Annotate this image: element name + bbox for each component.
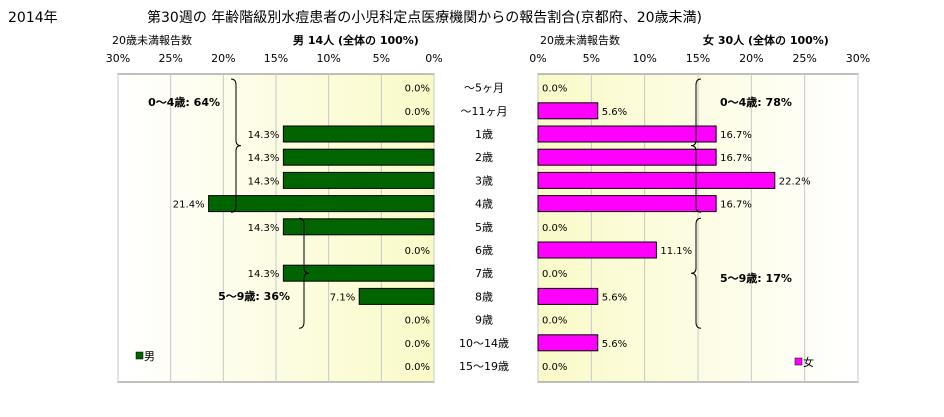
male-panel: 20歳未満報告数 男 14人 (全体の 100%) 30% 25% 20% 15% 10…	[106, 33, 443, 383]
male-value-labels: 0.0% 0.0% 14.3% 14.3% 14.3% 21.4% 14.3% 0.0% 14.…	[173, 84, 430, 373]
male-value-label: 21.4%	[173, 200, 205, 211]
female-axis-title: 20歳未満報告数	[540, 34, 620, 47]
male-value-label: 14.3%	[248, 176, 280, 187]
tick-label: 15%	[264, 52, 288, 65]
male-bar	[282, 125, 435, 143]
male-value-label: 0.0%	[405, 339, 430, 350]
age-category-label: 15～19歳	[459, 360, 509, 373]
tick-label: 10%	[632, 52, 656, 65]
age-category-label: 2歳	[475, 151, 493, 164]
tick-label: 15%	[686, 52, 710, 65]
female-value-label: 0.0%	[542, 269, 567, 280]
female-bar	[537, 102, 599, 120]
age-category-label: 1歳	[475, 128, 493, 141]
age-category-label: 3歳	[475, 174, 493, 187]
male-value-label: 0.0%	[405, 246, 430, 257]
female-bar	[537, 125, 717, 143]
female-value-label: 16.7%	[720, 153, 752, 164]
age-category-labels: ～5ヶ月 ～11ヶ月 1歳 2歳 3歳 4歳 5歳 6歳 7歳 8歳 9歳 10～14歳 15～19歳	[459, 82, 509, 373]
female-value-label: 0.0%	[542, 316, 567, 327]
age-category-label: 7歳	[475, 267, 493, 280]
female-value-label: 11.1%	[660, 246, 692, 257]
female-value-label: 0.0%	[542, 223, 567, 234]
female-value-label: 0.0%	[542, 362, 567, 373]
male-axis-title: 20歳未満報告数	[112, 34, 192, 47]
female-value-label: 16.7%	[720, 200, 752, 211]
age-category-label: ～11ヶ月	[461, 105, 508, 118]
female-group-annotations: 0～4歳: 78% 5～9歳: 17%	[690, 78, 792, 329]
male-value-label: 0.0%	[405, 362, 430, 373]
female-value-label: 22.2%	[779, 176, 811, 187]
male-legend-swatch	[135, 351, 144, 360]
male-group-annotations: 0～4歳: 64% 5～9歳: 36%	[148, 78, 310, 329]
tick-label: 20%	[739, 52, 763, 65]
female-bar	[537, 334, 599, 352]
male-value-label: 14.3%	[248, 223, 280, 234]
male-summary: 男 14人 (全体の 100%)	[293, 33, 419, 47]
female-bar	[537, 148, 717, 166]
female-group-label: 0～4歳: 78%	[720, 95, 792, 109]
age-category-label: 10～14歳	[459, 337, 509, 350]
tick-label: 5%	[373, 52, 390, 65]
female-tick-labels: 0% 5% 10% 15% 20% 25% 30%	[529, 52, 870, 65]
female-bar	[537, 195, 717, 213]
year-label: 2014年	[8, 10, 58, 26]
male-value-label: 14.3%	[248, 269, 280, 280]
male-tick-labels: 30% 25% 20% 15% 10% 5% 0%	[106, 52, 443, 65]
male-bar	[282, 218, 435, 236]
female-group-brace	[690, 217, 702, 329]
female-value-label: 5.6%	[602, 339, 627, 350]
male-group-label: 5～9歳: 36%	[218, 289, 290, 303]
female-bar	[537, 171, 776, 189]
female-value-label: 0.0%	[542, 84, 567, 95]
tick-label: 5%	[583, 52, 600, 65]
female-value-label: 5.6%	[602, 107, 627, 118]
female-value-label: 5.6%	[602, 292, 627, 303]
male-group-brace	[298, 217, 310, 329]
female-value-label: 16.7%	[720, 130, 752, 141]
male-group-brace	[230, 78, 242, 213]
male-bars	[208, 125, 435, 305]
tick-label: 25%	[792, 52, 816, 65]
age-category-label: 5歳	[475, 221, 493, 234]
male-legend-label: 男	[144, 350, 155, 363]
male-value-label: 0.0%	[405, 84, 430, 95]
male-bar	[282, 148, 435, 166]
male-value-label: 7.1%	[330, 292, 355, 303]
age-category-label: 4歳	[475, 198, 493, 211]
tick-label: 10%	[316, 52, 340, 65]
age-category-label: 9歳	[475, 314, 493, 327]
age-category-label: ～5ヶ月	[464, 82, 504, 95]
tick-label: 0%	[529, 52, 546, 65]
male-bar	[282, 264, 435, 282]
female-gridlines	[537, 74, 859, 382]
age-category-label: 6歳	[475, 244, 493, 257]
male-value-label: 14.3%	[248, 153, 280, 164]
female-group-brace	[690, 78, 702, 213]
chart-title: 第30週の 年齢階級別水痘患者の小児科定点医療機関からの報告割合(京都府、20歳…	[147, 9, 702, 26]
age-category-label: 8歳	[475, 290, 493, 303]
female-group-label: 5～9歳: 17%	[720, 271, 792, 285]
male-group-label: 0～4歳: 64%	[148, 95, 220, 109]
tick-label: 30%	[106, 52, 130, 65]
male-bar	[358, 287, 435, 305]
female-summary: 女 30人 (全体の 100%)	[703, 33, 829, 47]
female-panel: 20歳未満報告数 女 30人 (全体の 100%) 0% 5% 10% 15% 20% 2…	[529, 33, 870, 383]
female-bar	[537, 287, 599, 305]
female-bar	[537, 241, 657, 259]
tick-label: 30%	[846, 52, 870, 65]
male-value-label: 14.3%	[248, 130, 280, 141]
male-bar	[208, 195, 435, 213]
male-value-label: 0.0%	[405, 316, 430, 327]
tick-label: 0%	[425, 52, 442, 65]
tick-label: 25%	[158, 52, 182, 65]
male-value-label: 0.0%	[405, 107, 430, 118]
female-value-labels: 0.0% 5.6% 16.7% 16.7% 22.2% 16.7% 0.0% 11.1% 0.0…	[542, 84, 811, 373]
female-legend-swatch	[794, 357, 803, 366]
male-bar	[282, 171, 435, 189]
female-bars	[537, 102, 776, 352]
tick-label: 20%	[211, 52, 235, 65]
female-legend-label: 女	[803, 355, 814, 369]
